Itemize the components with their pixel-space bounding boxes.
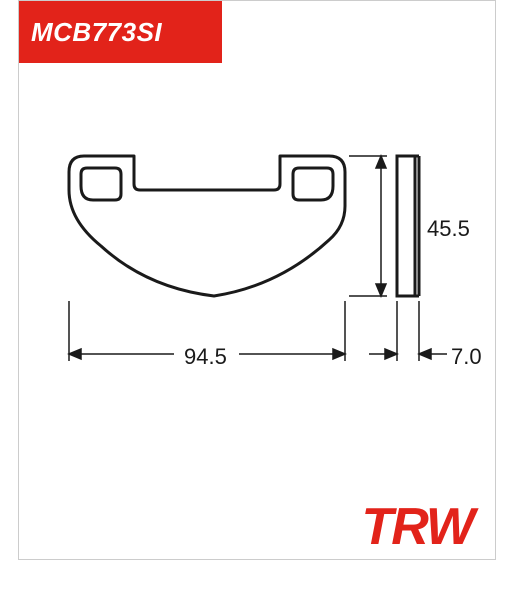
height-dimension-label: 45.5 [427,216,470,242]
width-dimension-label: 94.5 [184,344,227,370]
thickness-dimension-label: 7.0 [451,344,482,370]
drawing-svg [49,136,504,496]
diagram-frame: MCB773SI [18,0,496,560]
brand-logo: TRW [362,501,473,553]
product-header: MCB773SI [19,1,222,63]
technical-drawing: 94.5 45.5 7.0 [49,136,504,496]
brand-name: TRW [362,498,473,556]
product-code: MCB773SI [31,17,162,48]
